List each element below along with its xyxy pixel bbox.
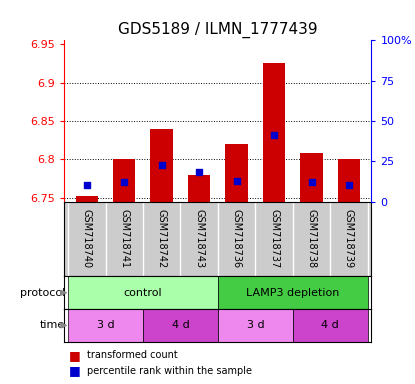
Text: transformed count: transformed count bbox=[87, 350, 178, 360]
Text: GSM718738: GSM718738 bbox=[307, 210, 317, 268]
Text: GSM718736: GSM718736 bbox=[232, 210, 242, 268]
Text: GSM718743: GSM718743 bbox=[194, 210, 204, 268]
Bar bbox=[188, 175, 210, 202]
Point bbox=[346, 182, 352, 189]
Text: time: time bbox=[40, 320, 65, 331]
Bar bbox=[263, 63, 285, 202]
Bar bbox=[76, 196, 98, 202]
Text: ■: ■ bbox=[68, 349, 80, 362]
Bar bbox=[68, 309, 143, 342]
Bar bbox=[151, 129, 173, 202]
Text: 4 d: 4 d bbox=[171, 320, 189, 331]
Text: GSM718740: GSM718740 bbox=[82, 210, 92, 268]
Text: 3 d: 3 d bbox=[247, 320, 264, 331]
Bar bbox=[113, 159, 135, 202]
Bar bbox=[218, 309, 293, 342]
Point bbox=[83, 182, 90, 188]
Bar bbox=[293, 309, 368, 342]
Text: LAMP3 depletion: LAMP3 depletion bbox=[246, 288, 339, 298]
Bar bbox=[225, 144, 248, 202]
Text: control: control bbox=[124, 288, 162, 298]
Bar bbox=[68, 276, 218, 309]
Text: protocol: protocol bbox=[20, 288, 65, 298]
Point bbox=[121, 179, 127, 185]
Bar bbox=[338, 159, 360, 202]
Point bbox=[308, 179, 315, 185]
Title: GDS5189 / ILMN_1777439: GDS5189 / ILMN_1777439 bbox=[118, 22, 318, 38]
Point bbox=[159, 162, 165, 168]
Text: GSM718737: GSM718737 bbox=[269, 209, 279, 269]
Bar bbox=[218, 276, 368, 309]
Text: percentile rank within the sample: percentile rank within the sample bbox=[87, 366, 252, 376]
Point bbox=[196, 169, 203, 175]
Point bbox=[271, 132, 277, 138]
Text: GSM718742: GSM718742 bbox=[157, 209, 167, 269]
Text: GSM718741: GSM718741 bbox=[119, 210, 129, 268]
Text: 4 d: 4 d bbox=[321, 320, 339, 331]
Bar bbox=[300, 153, 323, 202]
Bar bbox=[143, 309, 218, 342]
Text: GSM718739: GSM718739 bbox=[344, 210, 354, 268]
Text: 3 d: 3 d bbox=[97, 320, 115, 331]
Point bbox=[233, 178, 240, 184]
Text: ■: ■ bbox=[68, 364, 80, 377]
